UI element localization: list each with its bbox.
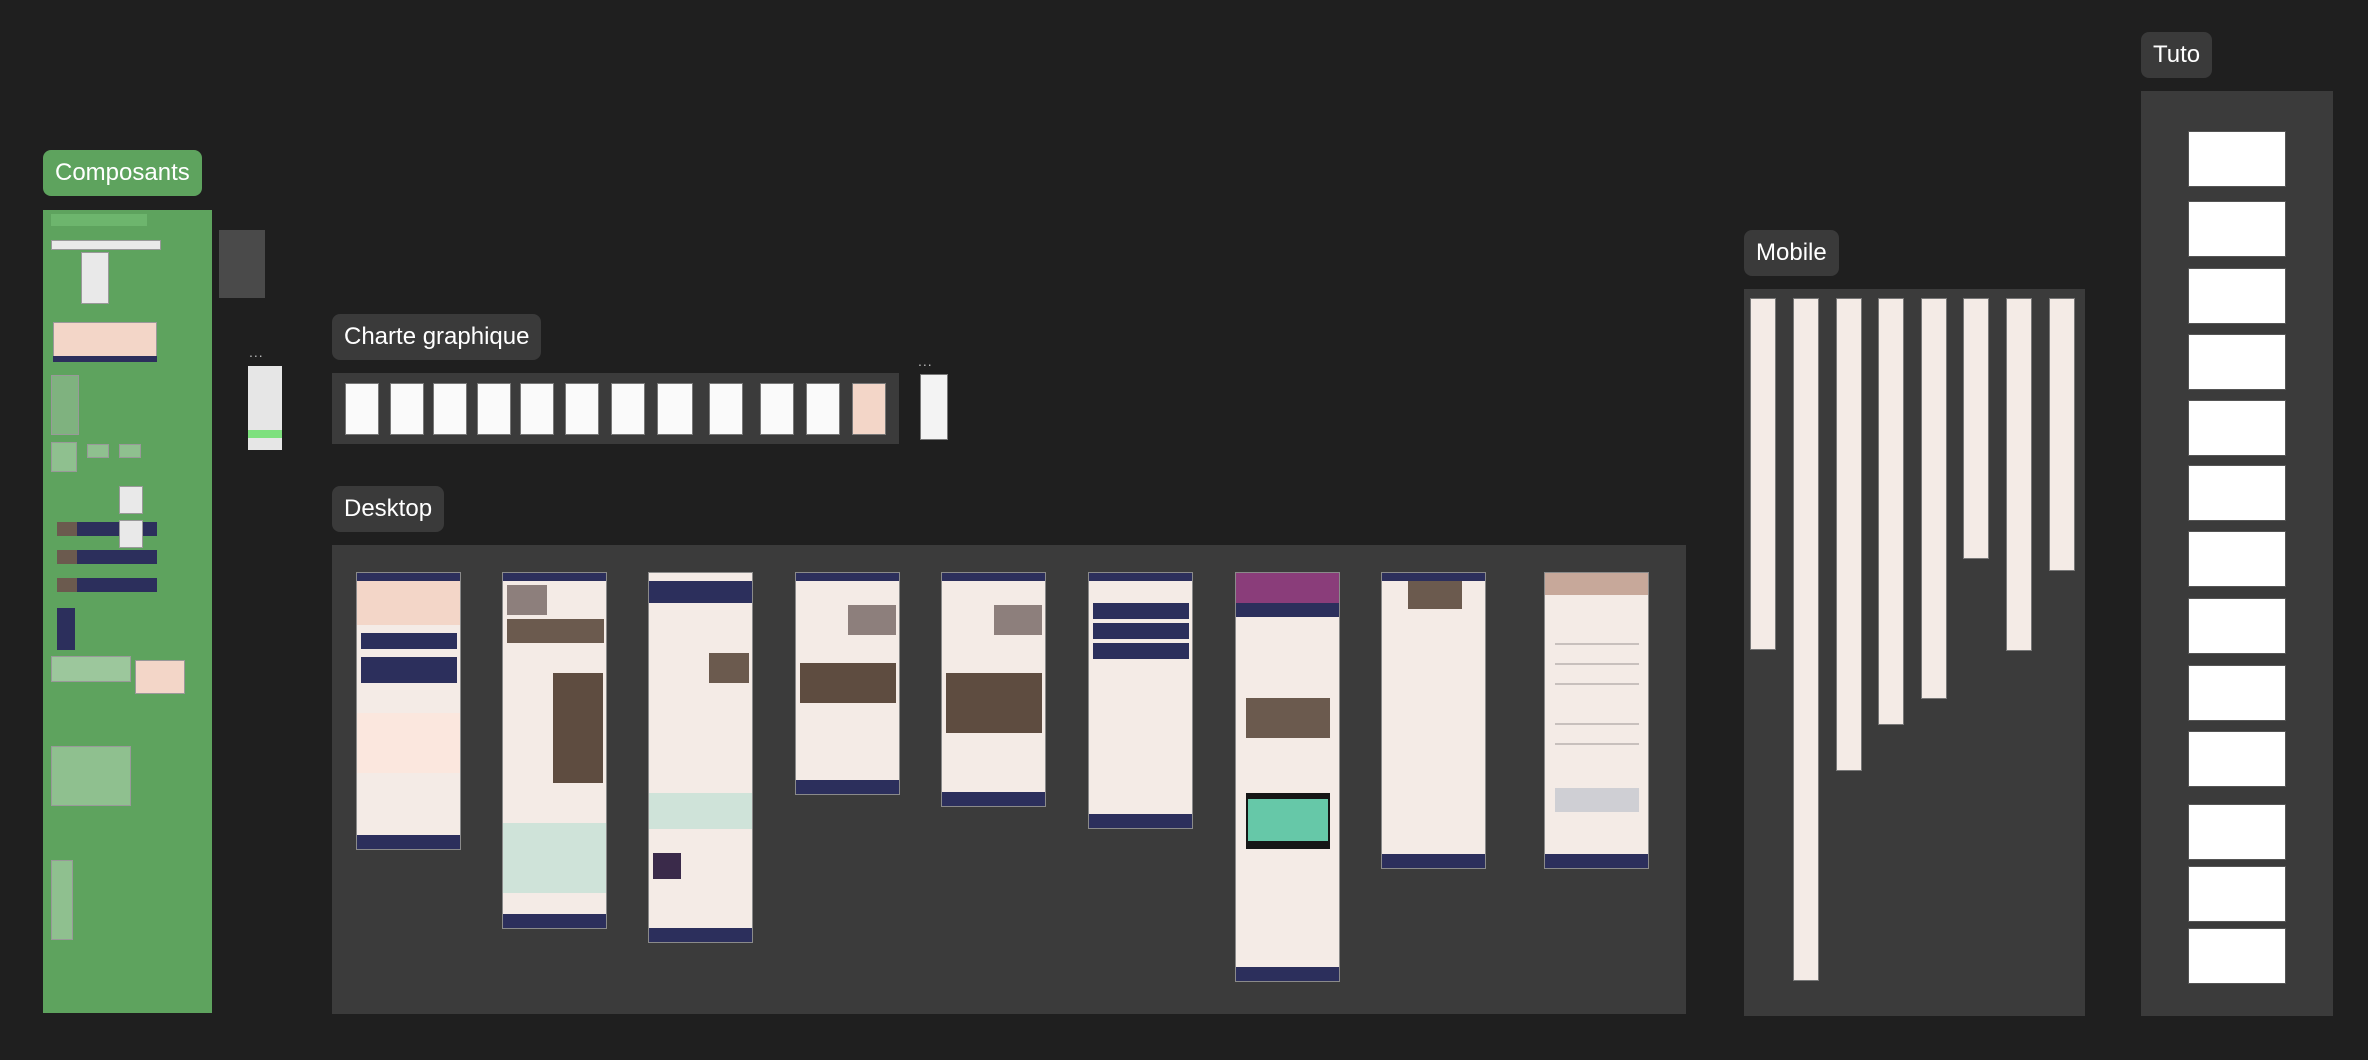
mobile-frame[interactable]: [1744, 289, 2085, 1016]
tuto-card-3[interactable]: [2188, 268, 2286, 324]
desktop-page-2[interactable]: [502, 572, 607, 929]
mobile-page-7[interactable]: [2006, 298, 2032, 651]
section-label-charte[interactable]: Charte graphique: [332, 314, 542, 360]
section-label-desktop[interactable]: Desktop: [332, 486, 445, 532]
component-form-fields[interactable]: [51, 746, 131, 806]
component-tile-b[interactable]: [87, 444, 109, 458]
section-label-mobile[interactable]: Mobile: [1744, 230, 1839, 276]
component-tile-a[interactable]: [51, 442, 77, 472]
component-header[interactable]: [51, 214, 147, 226]
component-dropdown[interactable]: [81, 252, 109, 304]
composants-extra-frame[interactable]: [219, 230, 265, 298]
component-cards-pair[interactable]: [135, 660, 185, 694]
tuto-card-9[interactable]: [2188, 665, 2286, 721]
overflow-dots-1: ...: [249, 344, 264, 360]
mobile-page-3[interactable]: [1836, 298, 1862, 771]
section-label-tuto[interactable]: Tuto: [2141, 32, 2213, 78]
tuto-card-1[interactable]: [2188, 131, 2286, 187]
tuto-card-10[interactable]: [2188, 731, 2286, 787]
component-mini-card-2[interactable]: [119, 520, 143, 548]
desktop-frame[interactable]: [332, 545, 1686, 1014]
desktop-page-5[interactable]: [941, 572, 1046, 807]
component-block-dark[interactable]: [57, 608, 75, 650]
charte-thumb-2[interactable]: [390, 383, 424, 435]
desktop-page-4[interactable]: [795, 572, 900, 795]
mobile-page-2[interactable]: [1793, 298, 1819, 981]
component-tile-c[interactable]: [119, 444, 141, 458]
tuto-card-8[interactable]: [2188, 598, 2286, 654]
component-grid[interactable]: [51, 656, 131, 682]
charte-thumb-3[interactable]: [433, 383, 467, 435]
charte-thumb-6[interactable]: [565, 383, 599, 435]
tuto-card-5[interactable]: [2188, 400, 2286, 456]
tuto-card-7[interactable]: [2188, 531, 2286, 587]
desktop-page-accueil[interactable]: [356, 572, 461, 850]
mobile-page-5[interactable]: [1921, 298, 1947, 699]
mobile-page-1[interactable]: [1750, 298, 1776, 650]
charte-frame[interactable]: [332, 373, 899, 444]
component-menu[interactable]: [51, 240, 161, 250]
charte-extra-thumb[interactable]: [920, 374, 948, 440]
component-card[interactable]: [53, 322, 157, 358]
tuto-card-12[interactable]: [2188, 866, 2286, 922]
charte-thumb-9[interactable]: [709, 383, 743, 435]
component-buttons[interactable]: [51, 860, 73, 940]
component-banner-2-photo: [57, 550, 77, 564]
charte-thumb-8[interactable]: [657, 383, 693, 435]
component-banner-3[interactable]: [57, 578, 157, 592]
charte-thumb-10[interactable]: [760, 383, 794, 435]
tuto-card-6[interactable]: [2188, 465, 2286, 521]
composants-frame[interactable]: [43, 210, 212, 1013]
charte-thumb-5[interactable]: [520, 383, 554, 435]
tuto-card-4[interactable]: [2188, 334, 2286, 390]
component-mini-card[interactable]: [119, 486, 143, 514]
desktop-page-contact[interactable]: [1544, 572, 1649, 869]
mobile-page-8[interactable]: [2049, 298, 2075, 571]
component-banner-2[interactable]: [57, 550, 157, 564]
component-banner-1-photo: [57, 522, 77, 536]
tuto-card-11[interactable]: [2188, 804, 2286, 860]
tuto-card-2[interactable]: [2188, 201, 2286, 257]
component-list[interactable]: [51, 375, 79, 435]
mobile-page-4[interactable]: [1878, 298, 1904, 725]
component-banner-3-photo: [57, 578, 77, 592]
charte-thumb-12[interactable]: [852, 383, 886, 435]
palette-highlight: [248, 430, 282, 438]
charte-thumb-4[interactable]: [477, 383, 511, 435]
charte-thumb-7[interactable]: [611, 383, 645, 435]
charte-thumb-11[interactable]: [806, 383, 840, 435]
component-footer[interactable]: [53, 356, 157, 362]
desktop-page-6[interactable]: [1088, 572, 1193, 829]
overflow-dots-2: ...: [918, 353, 933, 369]
desktop-page-3[interactable]: [648, 572, 753, 943]
desktop-page-8[interactable]: [1381, 572, 1486, 869]
section-label-composants[interactable]: Composants: [43, 150, 202, 196]
tuto-card-13[interactable]: [2188, 928, 2286, 984]
desktop-page-event[interactable]: [1235, 572, 1340, 982]
composants-palette-frame[interactable]: [248, 366, 282, 450]
charte-thumb-1[interactable]: [345, 383, 379, 435]
mobile-page-6[interactable]: [1963, 298, 1989, 559]
